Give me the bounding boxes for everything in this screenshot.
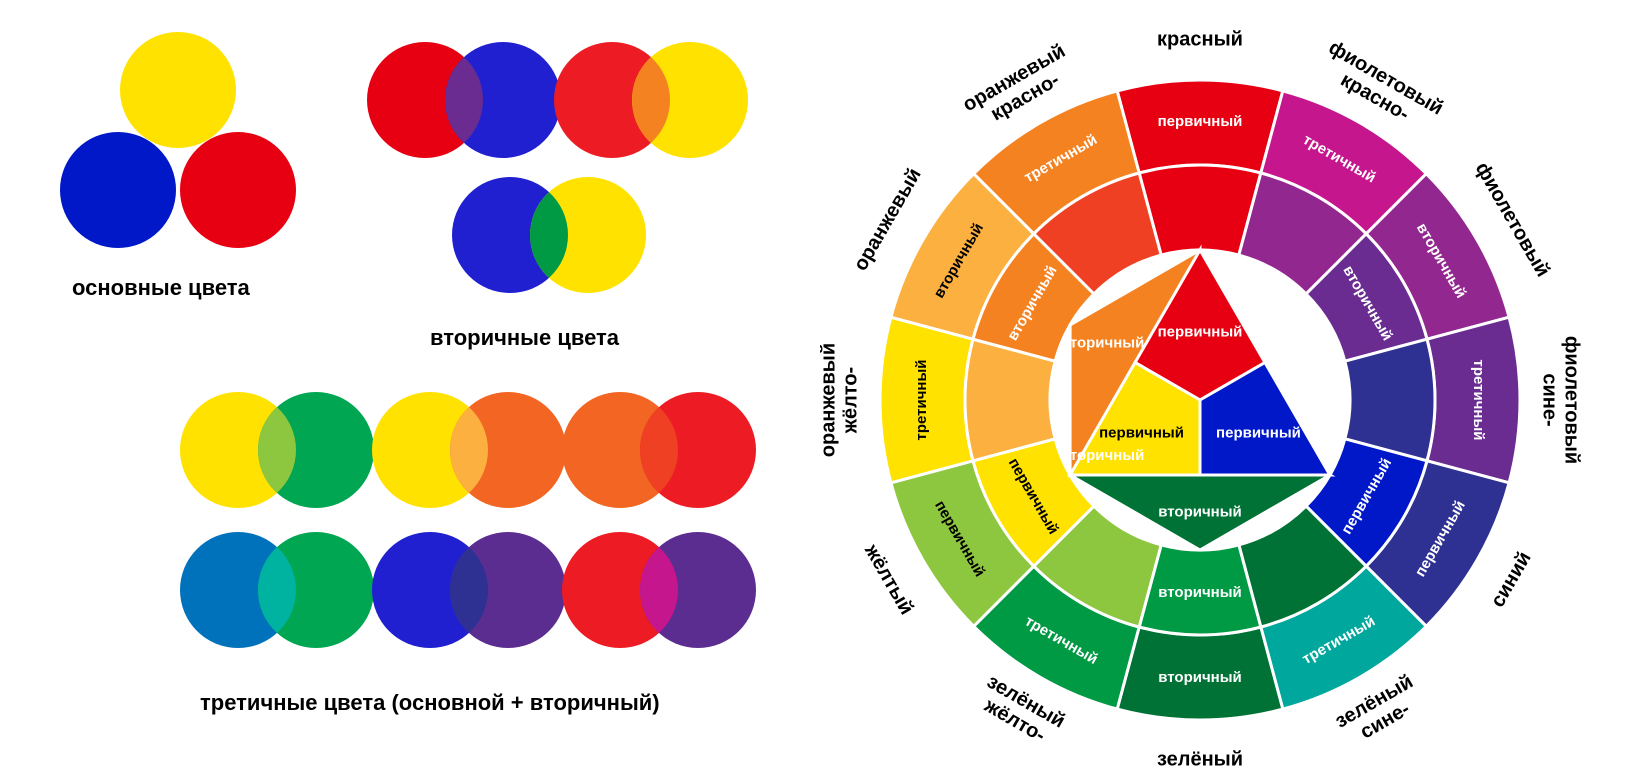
page: { "captions": { "primary": "основные цве… <box>0 0 1639 782</box>
outer-type-label-0: первичный <box>1158 113 1243 130</box>
color-wheel: первичный третичный вторичный третичный перв… <box>820 0 1639 782</box>
inner-secondary-label-2: вторичный <box>1061 335 1145 352</box>
outer-type-label-6: вторичный <box>1158 669 1242 686</box>
inner-secondary-label-0: вторичный <box>1061 447 1145 464</box>
wheel-label-9-b: оранжевый <box>820 343 839 457</box>
outer-type-label-9: третичный <box>913 359 930 440</box>
primary-circle-0 <box>120 32 236 148</box>
inner-secondary-label-1: вторичный <box>1158 503 1242 520</box>
mid-type-label-6: вторичный <box>1158 584 1242 601</box>
left-diagrams <box>0 0 820 782</box>
primary-circle-1 <box>60 132 176 248</box>
right-panel: первичный третичный вторичный третичный перв… <box>820 0 1639 782</box>
outer-type-label-3: третичный <box>1470 359 1487 440</box>
caption-primary: основные цвета <box>72 275 250 301</box>
wheel-label-0: красный <box>1157 28 1243 50</box>
wheel-label-3-a: сине- <box>1539 373 1561 426</box>
caption-tertiary: третичные цвета (основной + вторичный) <box>200 690 660 716</box>
wheel-label-3-b: фиолетовый <box>1561 336 1583 464</box>
wheel-label-9-a: жёлто- <box>839 367 861 434</box>
wheel-label-8: жёлтый <box>860 540 918 619</box>
caption-secondary: вторичные цвета <box>430 325 619 351</box>
inner-primary-label-0: первичный <box>1158 323 1243 340</box>
inner-primary-label-1: первичный <box>1216 425 1301 442</box>
wheel-label-6: зелёный <box>1157 748 1243 770</box>
wheel-label-4: синий <box>1487 548 1536 611</box>
inner-primary-label-2: первичный <box>1099 425 1184 442</box>
left-panel: основные цвета вторичные цвета третичные… <box>0 0 820 782</box>
primary-circle-2 <box>180 132 296 248</box>
